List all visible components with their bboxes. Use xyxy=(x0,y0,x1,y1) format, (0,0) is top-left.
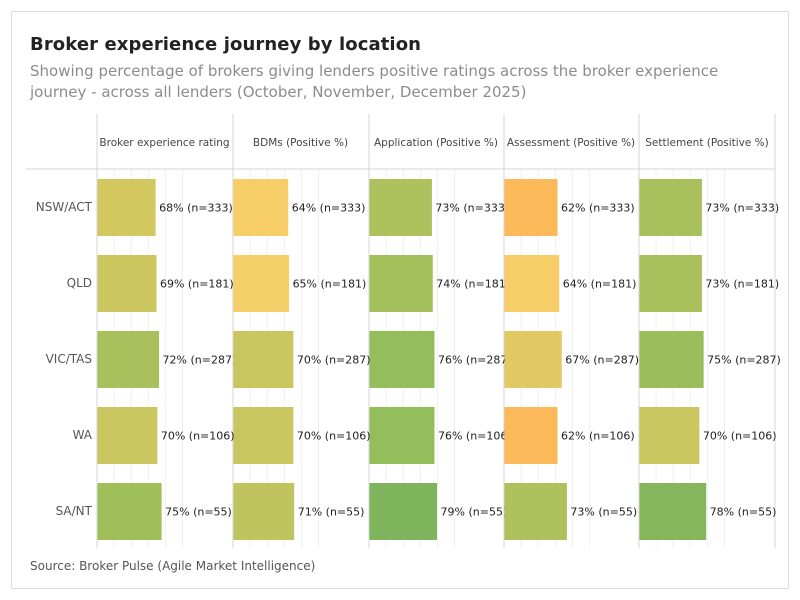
bar xyxy=(97,407,158,464)
row-label: QLD xyxy=(67,276,92,290)
data-label: 64% (n=181) xyxy=(563,278,637,291)
chart-frame xyxy=(11,11,789,589)
chart-subtitle: Showing percentage of brokers giving len… xyxy=(30,62,719,101)
bar xyxy=(639,483,707,540)
data-label: 78% (n=55) xyxy=(710,506,777,519)
bar xyxy=(233,483,295,540)
data-label: 68% (n=333) xyxy=(159,202,233,215)
data-label: 70% (n=106) xyxy=(297,430,371,443)
chart-title: Broker experience journey by location xyxy=(30,34,422,55)
data-label: 71% (n=55) xyxy=(298,506,365,519)
data-label: 73% (n=333) xyxy=(435,202,509,215)
bar xyxy=(233,407,294,464)
bar xyxy=(504,255,560,312)
bar xyxy=(369,255,433,312)
column-header: Application (Positive %) xyxy=(374,137,498,149)
data-label: 72% (n=287) xyxy=(163,354,237,367)
data-label: 76% (n=106) xyxy=(438,430,512,443)
column-header: Settlement (Positive %) xyxy=(645,137,769,149)
bar xyxy=(369,331,435,388)
bar xyxy=(97,483,162,540)
bar xyxy=(504,407,558,464)
data-label: 75% (n=287) xyxy=(707,354,781,367)
data-label: 73% (n=333) xyxy=(705,202,779,215)
bar xyxy=(504,331,562,388)
bar xyxy=(233,331,294,388)
bar xyxy=(639,407,700,464)
bar xyxy=(369,179,432,236)
row-label: WA xyxy=(73,428,93,442)
data-label: 65% (n=181) xyxy=(293,278,367,291)
column-header: Broker experience rating xyxy=(99,137,229,149)
data-label: 79% (n=55) xyxy=(441,506,508,519)
data-label: 74% (n=181) xyxy=(436,278,510,291)
data-label: 73% (n=181) xyxy=(705,278,779,291)
row-label: SA/NT xyxy=(56,504,93,518)
data-label: 69% (n=181) xyxy=(160,278,234,291)
bar xyxy=(639,255,702,312)
bar xyxy=(369,483,438,540)
bar xyxy=(97,255,157,312)
data-label: 62% (n=106) xyxy=(561,430,635,443)
data-label: 70% (n=287) xyxy=(297,354,371,367)
data-label: 64% (n=333) xyxy=(292,202,366,215)
row-label: NSW/ACT xyxy=(36,200,93,214)
source-note: Source: Broker Pulse (Agile Market Intel… xyxy=(30,559,316,573)
bar xyxy=(97,331,160,388)
column-header: Assessment (Positive %) xyxy=(507,137,635,149)
bar xyxy=(369,407,435,464)
data-label: 70% (n=106) xyxy=(161,430,235,443)
bar xyxy=(504,179,558,236)
bar xyxy=(233,255,290,312)
row-label: VIC/TAS xyxy=(46,352,92,366)
data-label: 62% (n=333) xyxy=(561,202,635,215)
data-label: 70% (n=106) xyxy=(703,430,777,443)
bar xyxy=(504,483,567,540)
bar xyxy=(639,331,704,388)
bar xyxy=(97,179,156,236)
data-label: 76% (n=287) xyxy=(438,354,512,367)
bar xyxy=(233,179,289,236)
column-header: BDMs (Positive %) xyxy=(253,137,348,149)
data-label: 75% (n=55) xyxy=(165,506,232,519)
bar xyxy=(639,179,702,236)
data-label: 73% (n=55) xyxy=(570,506,637,519)
data-label: 67% (n=287) xyxy=(565,354,639,367)
